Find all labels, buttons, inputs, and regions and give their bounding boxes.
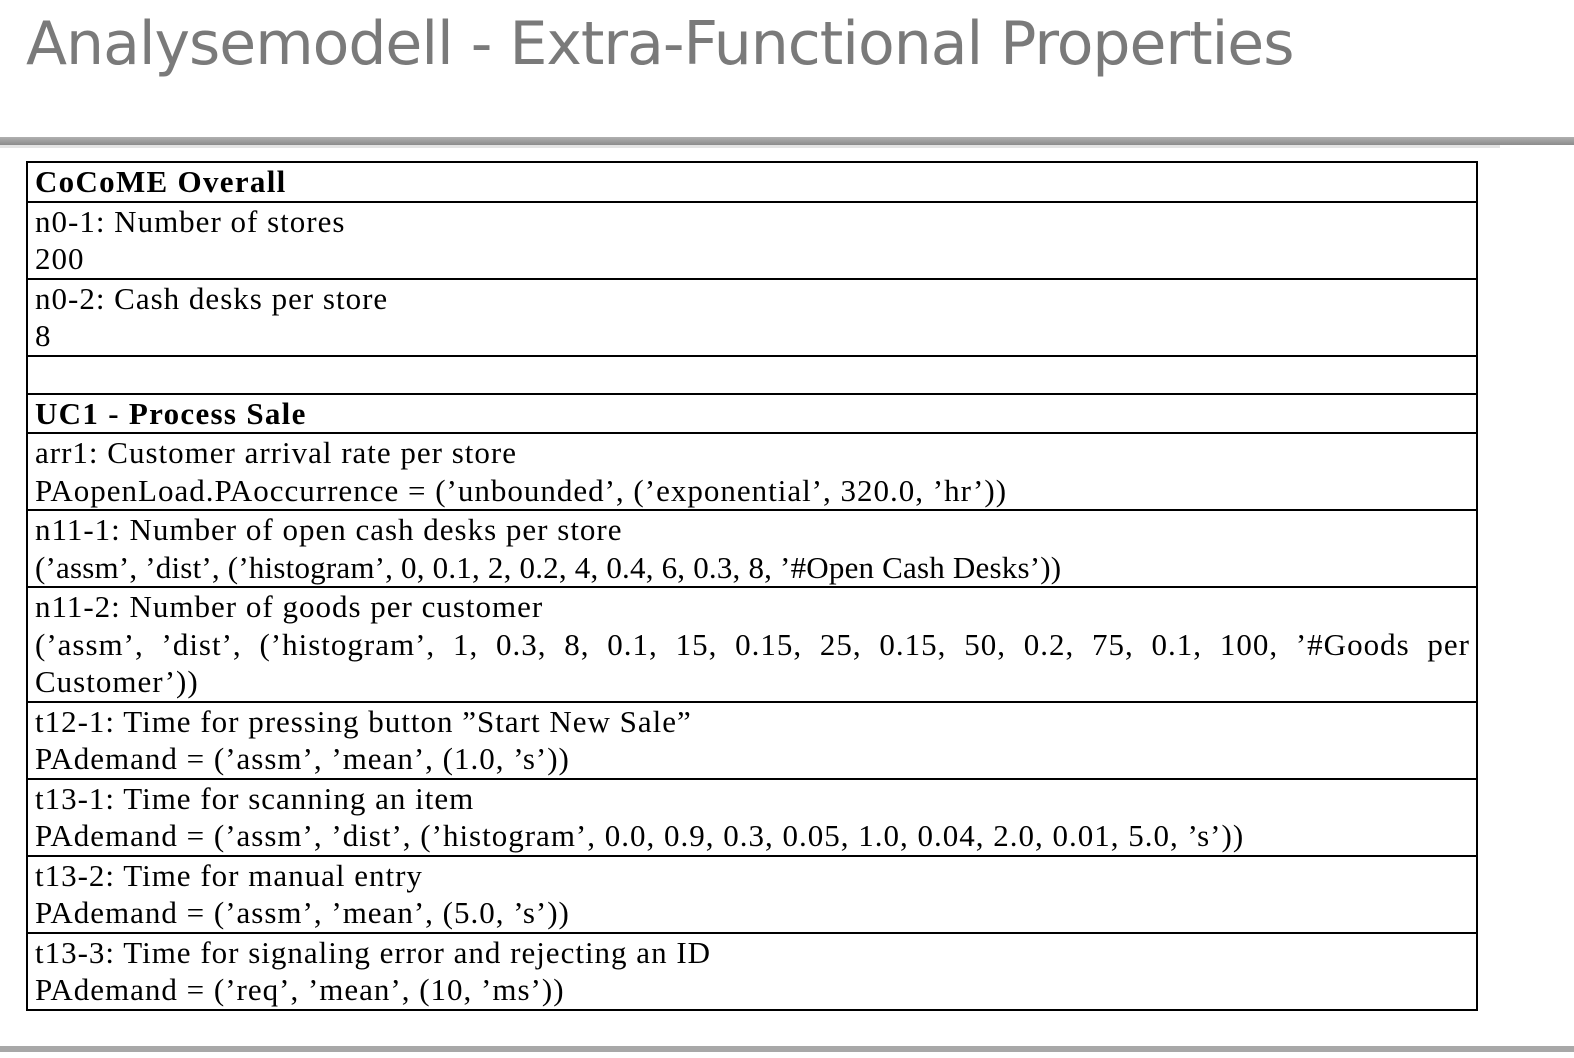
property-value: PAdemand = (’assm’, ’mean’, (1.0, ’s’)) [35, 741, 570, 776]
property-cell-n11-2: n11-2: Number of goods per customer (’as… [26, 586, 1478, 703]
bottom-divider [0, 1046, 1574, 1052]
title-divider-shadow [0, 145, 1500, 148]
slide-title: Analysemodell - Extra-Functional Propert… [26, 9, 1294, 79]
properties-table: CoCoME Overall n0-1: Number of stores 20… [26, 161, 1478, 1011]
table-row: n0-2: Cash desks per store 8 [26, 277, 1478, 357]
property-label: n11-2: Number of goods per customer [35, 589, 544, 624]
property-label: n11-1: Number of open cash desks per sto… [35, 512, 623, 547]
section-heading-cocome-overall: CoCoME Overall [26, 161, 1478, 203]
table-row: arr1: Customer arrival rate per store PA… [26, 432, 1478, 511]
property-label: t12-1: Time for pressing button ”Start N… [35, 703, 692, 739]
property-cell-t13-3: t13-3: Time for signaling error and reje… [26, 931, 1478, 1011]
properties-table-frame: CoCoME Overall n0-1: Number of stores 20… [26, 161, 1478, 1025]
property-value: PAdemand = (’assm’, ’mean’, (5.0, ’s’)) [35, 895, 570, 930]
table-row [26, 354, 1478, 395]
property-label: t13-3: Time for signaling error and reje… [35, 934, 712, 970]
table-row: n11-1: Number of open cash desks per sto… [26, 509, 1478, 588]
property-cell-t13-2: t13-2: Time for manual entry PAdemand = … [26, 854, 1478, 934]
property-label: arr1: Customer arrival rate per store [35, 435, 518, 470]
property-value: (’assm’, ’dist’, (’histogram’, 0, 0.1, 2… [35, 549, 1062, 585]
property-cell-n11-1: n11-1: Number of open cash desks per sto… [26, 509, 1478, 588]
table-row: t12-1: Time for pressing button ”Start N… [26, 700, 1478, 780]
table-row: t13-3: Time for signaling error and reje… [26, 931, 1478, 1011]
property-cell-t12-1: t12-1: Time for pressing button ”Start N… [26, 700, 1478, 780]
property-value: 8 [35, 318, 52, 353]
title-divider [0, 137, 1574, 145]
property-label: n0-1: Number of stores [35, 203, 346, 239]
table-row: t13-1: Time for scanning an item PAdeman… [26, 777, 1478, 857]
property-value: 200 [35, 241, 85, 276]
property-cell-t13-1: t13-1: Time for scanning an item PAdeman… [26, 777, 1478, 857]
property-label: t13-2: Time for manual entry [35, 857, 423, 893]
property-label: t13-1: Time for scanning an item [35, 780, 475, 816]
empty-separator-cell [26, 354, 1478, 395]
property-cell-n0-1: n0-1: Number of stores 200 [26, 200, 1478, 280]
table-row: CoCoME Overall [26, 161, 1478, 203]
property-value: (’assm’, ’dist’, (’histogram’, 1, 0.3, 8… [35, 626, 1470, 700]
table-row: UC1 - Process Sale [26, 392, 1478, 434]
property-cell-arr1: arr1: Customer arrival rate per store PA… [26, 432, 1478, 511]
table-row: t13-2: Time for manual entry PAdemand = … [26, 854, 1478, 934]
section-heading-uc1: UC1 - Process Sale [26, 392, 1478, 434]
property-label: n0-2: Cash desks per store [35, 280, 389, 316]
property-cell-n0-2: n0-2: Cash desks per store 8 [26, 277, 1478, 357]
table-row: n0-1: Number of stores 200 [26, 200, 1478, 280]
property-value: PAopenLoad.PAoccurrence = (’unbounded’, … [35, 472, 1008, 508]
property-value: PAdemand = (’assm’, ’dist’, (’histogram’… [35, 818, 1245, 853]
table-row: n11-2: Number of goods per customer (’as… [26, 586, 1478, 703]
property-value: PAdemand = (’req’, ’mean’, (10, ’ms’)) [35, 972, 565, 1007]
